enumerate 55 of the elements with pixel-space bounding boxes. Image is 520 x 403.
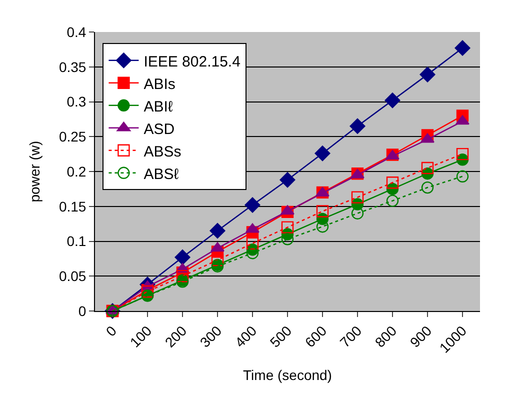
point bbox=[280, 205, 294, 215]
point bbox=[456, 115, 470, 125]
x-tick-label: 600 bbox=[302, 322, 330, 350]
point bbox=[350, 118, 366, 134]
y-tick-label: 0.2 bbox=[66, 163, 86, 180]
point bbox=[246, 237, 259, 250]
point bbox=[386, 194, 399, 207]
y-tick-label: 0.4 bbox=[66, 24, 86, 40]
point bbox=[456, 148, 469, 160]
x-tick-label: 100 bbox=[126, 322, 155, 350]
x-tick-label: 800 bbox=[372, 322, 400, 350]
point bbox=[420, 133, 434, 143]
point bbox=[210, 242, 224, 252]
point bbox=[281, 221, 294, 234]
point bbox=[176, 270, 189, 282]
point bbox=[386, 176, 399, 189]
legend-label: ABIs bbox=[144, 76, 176, 93]
point bbox=[351, 191, 364, 204]
point bbox=[421, 181, 434, 194]
x-tick-label: 700 bbox=[336, 322, 365, 350]
legend-label: ABIℓ bbox=[144, 98, 173, 116]
point bbox=[246, 247, 259, 260]
y-tick-label: 0.05 bbox=[58, 268, 86, 284]
y-tick-label: 0.15 bbox=[58, 198, 86, 214]
x-tick-label: 300 bbox=[196, 322, 225, 350]
x-tick-label: 500 bbox=[266, 322, 295, 350]
point bbox=[210, 223, 226, 239]
y-tick-label: 0.3 bbox=[66, 94, 86, 110]
point bbox=[456, 170, 469, 182]
y-axis-title: power (w) bbox=[26, 140, 43, 202]
y-tick-label: 0.25 bbox=[58, 128, 86, 145]
x-tick-label: 200 bbox=[162, 322, 190, 350]
x-tick-label: 900 bbox=[406, 322, 435, 350]
legend-label: ABSℓ bbox=[144, 166, 179, 183]
point bbox=[454, 40, 470, 56]
point bbox=[420, 66, 436, 82]
x-tick-label: 0 bbox=[102, 322, 120, 340]
legend-label: IEEE 802.15.4 bbox=[144, 53, 240, 70]
legend-label: ASD bbox=[144, 120, 175, 138]
y-tick-label: 0.35 bbox=[58, 58, 86, 75]
y-tick-label: 0 bbox=[78, 302, 86, 319]
point bbox=[314, 146, 330, 162]
point bbox=[280, 172, 296, 188]
point bbox=[281, 233, 294, 246]
x-tick-label: 400 bbox=[232, 322, 260, 350]
x-axis-title: Time (second) bbox=[243, 367, 332, 384]
point bbox=[384, 92, 400, 108]
y-tick-label: 0.1 bbox=[66, 233, 86, 250]
point bbox=[246, 223, 260, 233]
point bbox=[244, 197, 260, 213]
point bbox=[174, 250, 190, 266]
point bbox=[351, 207, 364, 220]
point bbox=[316, 205, 329, 218]
point bbox=[421, 162, 434, 174]
legend-label: ABSs bbox=[144, 143, 182, 160]
